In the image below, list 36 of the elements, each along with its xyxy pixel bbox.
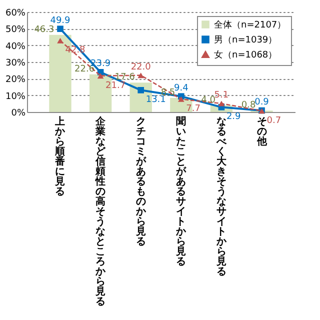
data-label: 0.9 [254,98,270,108]
data-label: 2.9 [226,112,242,122]
point [57,26,64,32]
legend-label: 男（n=1039） [214,34,278,46]
data-label: 0.7 [266,116,282,126]
data-label: 21.7 [106,80,126,91]
legend-label: 全体（n=2107） [214,20,286,30]
point [178,96,184,102]
category-label: 企業など信頼性の高そうなところから見る [96,116,106,308]
data-label: 49.9 [50,16,71,26]
y-tick-label: 50% [5,25,26,36]
point [138,87,144,94]
data-label: 9.4 [174,83,189,94]
point [57,38,64,44]
data-label: 46.3 [34,24,54,35]
category-label: 聞いたことがあるサイトから見る [176,116,186,268]
y-tick-label: 40% [5,42,26,52]
legend-label: 女（n=1068） [214,50,278,60]
y-tick-label: 60% [5,8,26,18]
y-tick-label: 10% [5,92,26,102]
data-label: 5.1 [214,90,229,100]
data-label: 7.7 [186,104,200,114]
category-label: なるべく大きそうなサイトから見る [216,116,226,278]
data-label: 13.1 [146,95,166,106]
y-tick-label: 20% [5,75,26,86]
point [138,72,144,78]
point [218,100,225,106]
y-tick-label: 30% [5,58,26,68]
point [97,73,104,79]
data-label: 0.8 [241,100,256,111]
category-label: クチコミがあるものから見る [136,116,146,248]
y-tick-label: 0% [11,108,26,118]
data-label: 22.6 [74,64,95,74]
x-tick-label: その他 [256,116,268,148]
data-label: 22.0 [130,62,152,72]
x-tick-label: 上から順番に見る [54,116,66,198]
